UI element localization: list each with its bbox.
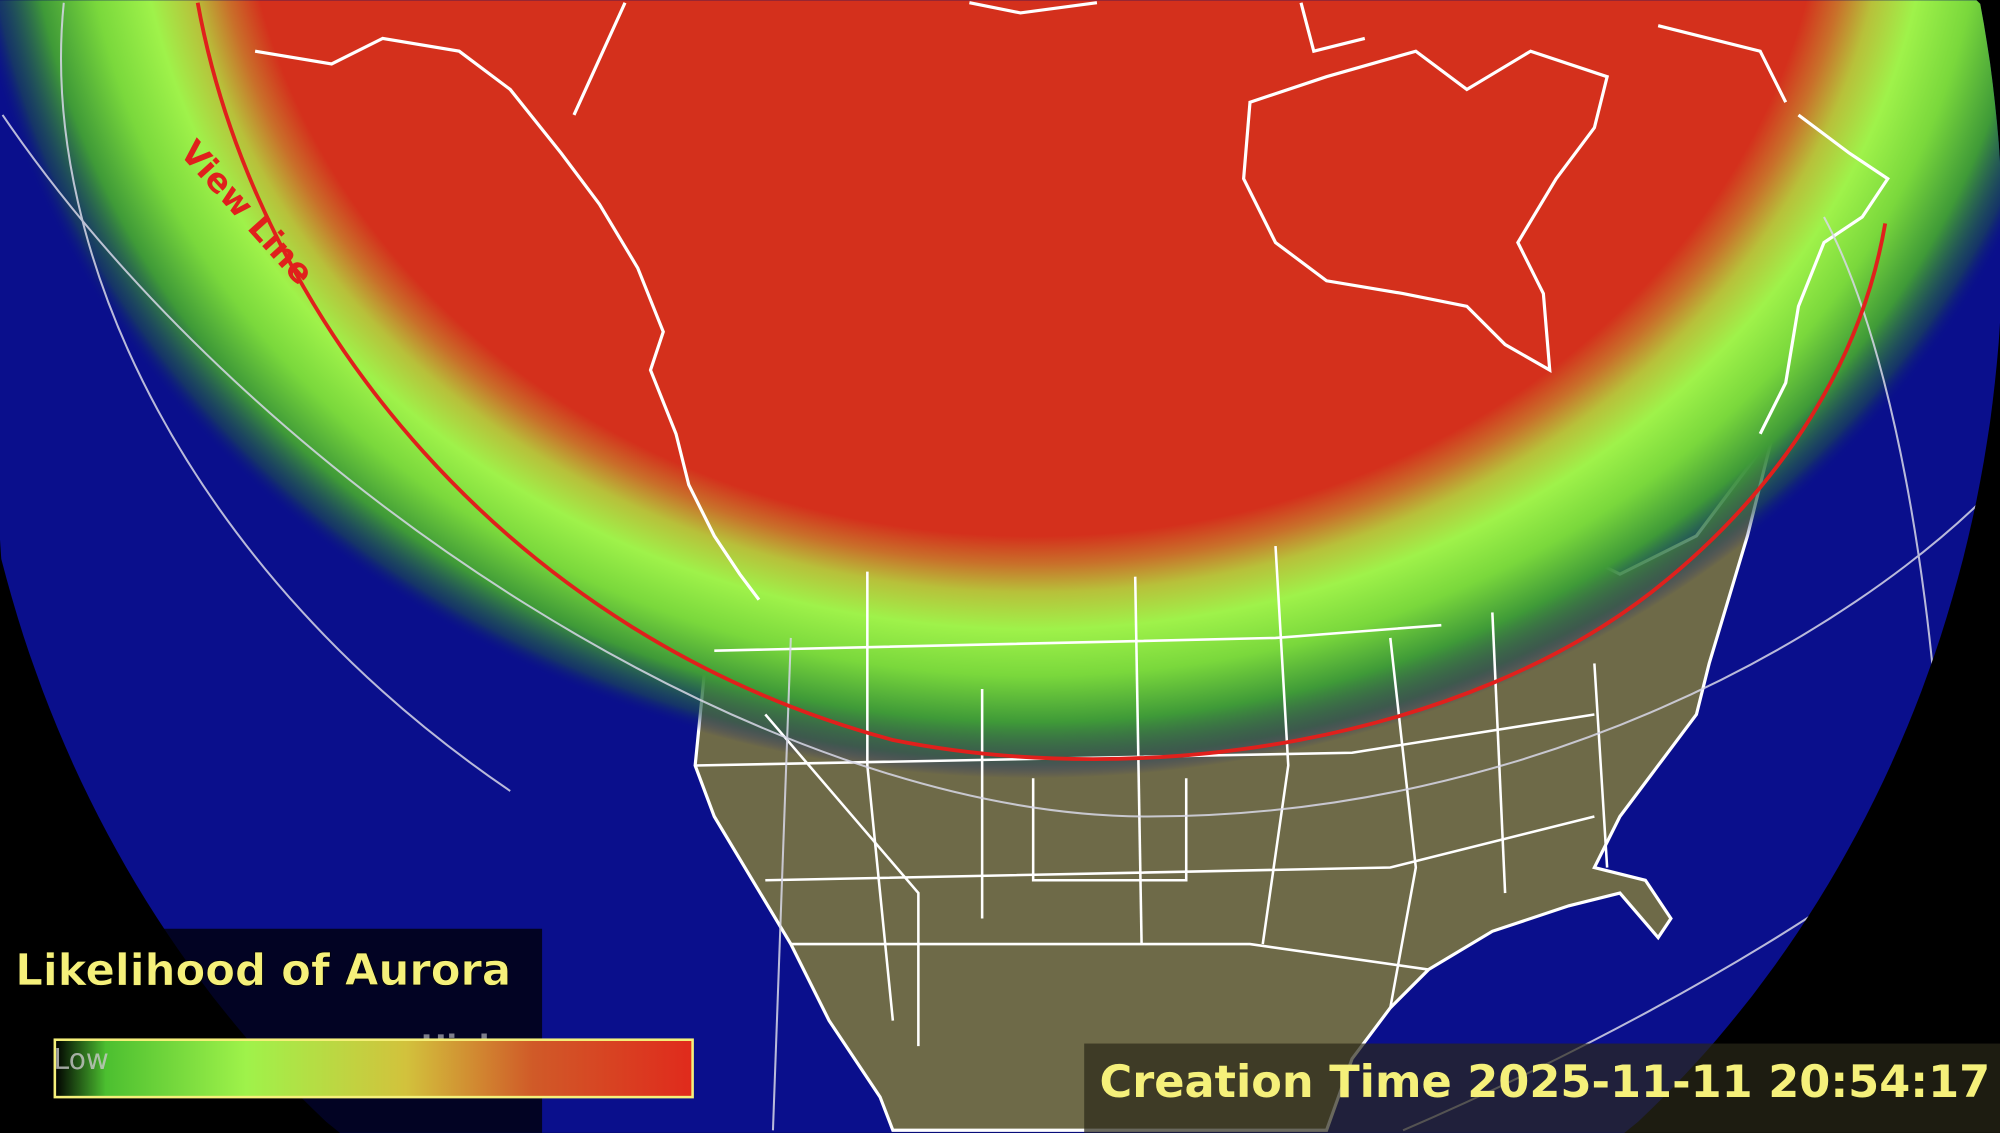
legend-colorbar: [53, 1038, 694, 1099]
legend-background: [0, 928, 543, 1133]
creation-time-background: [1084, 1043, 2000, 1133]
creation-time: Creation Time 2025-11-11 20:54:17: [1099, 1056, 1990, 1108]
coastline-hudson-bay: [1241, 49, 1610, 373]
coastline-canada: [254, 36, 761, 601]
legend-title: Likelihood of Aurora: [15, 946, 511, 996]
legend: Likelihood of Aurora High Low: [0, 928, 694, 1133]
coastline-arctic: [572, 1, 1788, 116]
view-line: [195, 2, 1888, 761]
aurora-oval: [0, 0, 2000, 779]
legend-low-label: Low: [54, 1043, 109, 1076]
state-borders: [695, 546, 1609, 1047]
creation-time-box: Creation Time 2025-11-11 20:54:17: [1084, 1043, 2000, 1133]
coastline-east-canada: [1758, 113, 1890, 435]
